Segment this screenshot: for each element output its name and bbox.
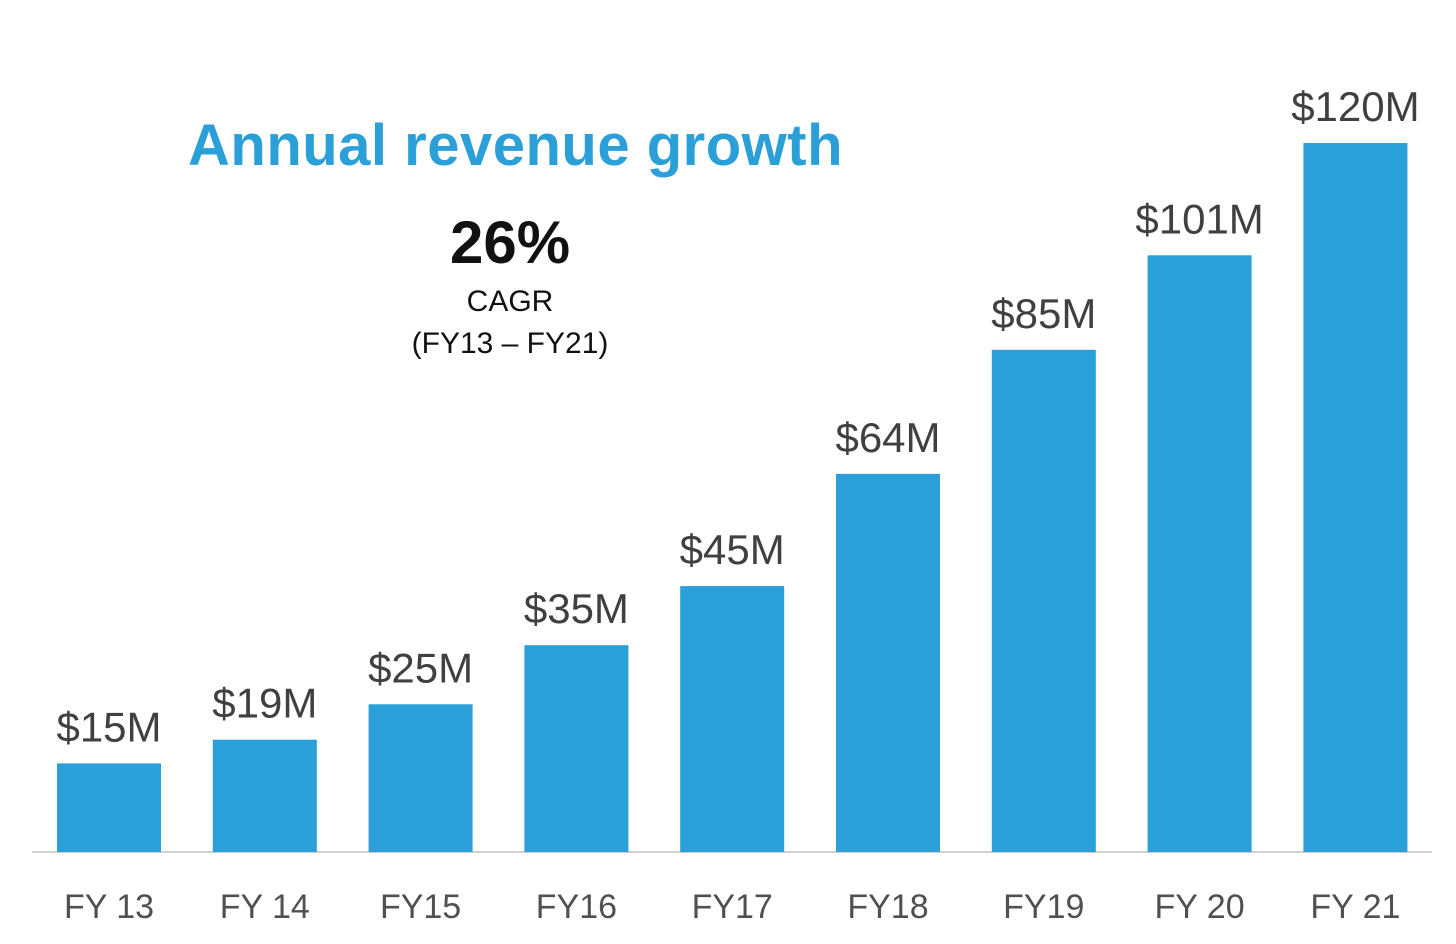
bar-fy18 [836, 473, 940, 852]
data-label-fy21: $120M [1291, 83, 1419, 130]
data-label-fy20: $101M [1135, 195, 1263, 242]
x-tick-label-fy14: FY 14 [220, 888, 310, 926]
x-tick-label-fy13: FY 13 [64, 888, 154, 926]
bar-fy15 [368, 704, 473, 852]
cagr-label: CAGR [466, 285, 554, 318]
x-tick-label-fy15: FY15 [380, 888, 461, 926]
bars-group [57, 143, 1408, 853]
bar-fy19 [991, 349, 1096, 852]
x-tick-label-fy17: FY17 [692, 888, 773, 926]
bar-fy21 [1303, 143, 1408, 852]
category-labels-group: FY 13 FY 14 FY15 FY16 FY17 FY18 FY19 FY 20 FY 21 [64, 888, 1401, 926]
data-label-fy15: $25M [368, 644, 473, 691]
x-tick-label-fy19: FY19 [1003, 888, 1084, 926]
data-label-fy14: $19M [212, 680, 317, 727]
x-tick-label-fy18: FY18 [847, 888, 928, 926]
x-tick-label-fy16: FY16 [536, 888, 617, 926]
cagr-value: 26% [449, 209, 571, 276]
cagr-annotation: 26% CAGR (FY13 – FY21) [380, 205, 640, 365]
bar-fy14 [212, 739, 317, 852]
data-label-fy19: $85M [991, 290, 1096, 337]
data-label-fy16: $35M [524, 585, 629, 632]
x-tick-label-fy21: FY 21 [1310, 888, 1400, 926]
bar-fy20 [1147, 255, 1252, 853]
cagr-range: (FY13 – FY21) [411, 327, 609, 360]
x-tick-label-fy20: FY 20 [1155, 888, 1245, 926]
data-label-fy18: $64M [835, 414, 940, 461]
bar-fy16 [524, 645, 629, 852]
bar-fy17 [680, 586, 785, 852]
chart-title: Annual revenue growth [188, 113, 844, 178]
value-labels-group: $15M $19M $25M $35M $45M $64M $85M $101M $120M [56, 83, 1419, 750]
bar-fy13 [57, 763, 161, 852]
data-label-fy13: $15M [56, 703, 161, 750]
data-label-fy17: $45M [680, 526, 785, 573]
